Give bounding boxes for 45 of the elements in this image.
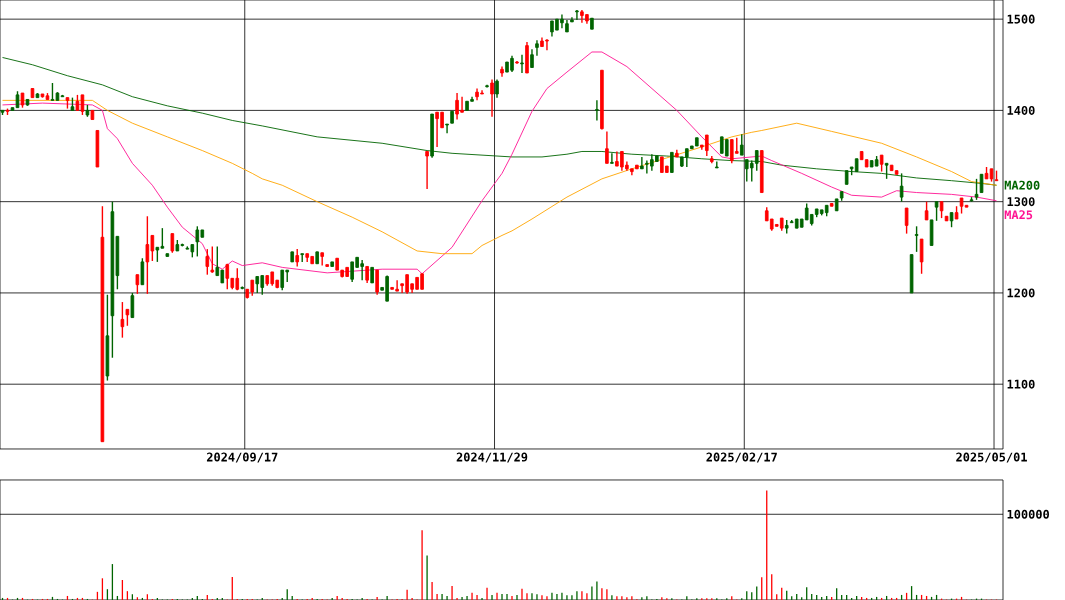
candlestick bbox=[575, 9, 579, 21]
candlestick bbox=[225, 263, 230, 290]
candlestick bbox=[610, 152, 614, 165]
y-tick-label: 100000 bbox=[1007, 509, 1049, 519]
candlestick bbox=[520, 54, 524, 74]
candlestick bbox=[280, 269, 285, 291]
candlestick bbox=[739, 133, 744, 156]
candlestick bbox=[934, 200, 939, 222]
y-tick-label: 1500 bbox=[1007, 14, 1035, 24]
x-tick-label: 2025/02/17 bbox=[706, 452, 777, 463]
series-label: MA200 bbox=[1004, 180, 1040, 190]
candlestick bbox=[535, 39, 539, 57]
line-series bbox=[2, 99, 997, 255]
candlestick bbox=[170, 232, 175, 254]
candlestick bbox=[195, 225, 200, 258]
candlestick bbox=[145, 215, 150, 295]
series-label: MA25 bbox=[1004, 210, 1033, 220]
candlestick bbox=[140, 257, 145, 286]
candlestick bbox=[210, 245, 215, 274]
candlestick bbox=[904, 207, 909, 235]
candlestick bbox=[919, 238, 924, 275]
candlestick bbox=[595, 99, 599, 122]
candlestick bbox=[924, 200, 929, 221]
candlestick bbox=[530, 48, 534, 69]
candlestick bbox=[135, 273, 140, 295]
x-tick-label: 2024/09/17 bbox=[206, 452, 278, 463]
candlestick bbox=[130, 292, 135, 319]
candlestick bbox=[490, 78, 494, 118]
candlestick bbox=[640, 156, 644, 170]
candlestick bbox=[120, 301, 125, 339]
x-tick-label: 2025/05/01 bbox=[956, 452, 1027, 463]
y-tick-label: 1200 bbox=[1007, 288, 1035, 298]
candlestick bbox=[205, 248, 210, 276]
y-tick-label: 1100 bbox=[1007, 379, 1035, 389]
candlestick bbox=[425, 150, 429, 190]
candlestick bbox=[320, 252, 324, 267]
y-tick-label: 1300 bbox=[1007, 197, 1035, 207]
candlestick bbox=[605, 130, 609, 165]
candlestick bbox=[495, 78, 499, 99]
candlestick bbox=[914, 225, 919, 253]
candlestick bbox=[754, 149, 759, 172]
y-tick-label: 1400 bbox=[1007, 105, 1035, 115]
candlestick bbox=[670, 151, 674, 174]
candlestick bbox=[375, 269, 379, 296]
x-tick-label: 2024/11/29 bbox=[456, 452, 528, 463]
